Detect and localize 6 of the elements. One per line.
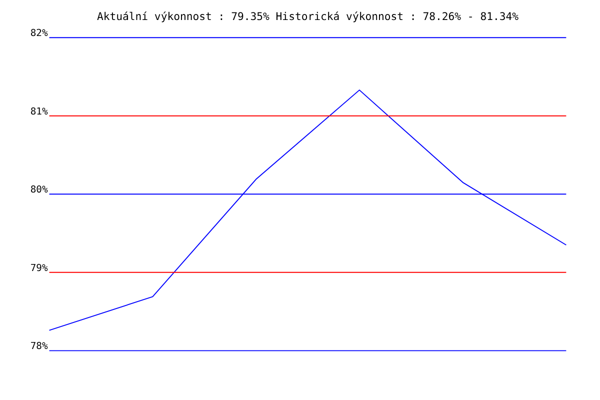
chart-title: Aktuální výkonnost : 79.35% Historická výkonnost : 78.26% - 81.34% [96, 10, 520, 24]
y-tick-label: 82% [30, 28, 48, 40]
y-tick-label: 78% [30, 341, 48, 352]
y-tick-label: 81% [30, 106, 48, 118]
y-tick-label: 79% [30, 262, 48, 274]
y-tick-label: 80% [30, 184, 48, 196]
